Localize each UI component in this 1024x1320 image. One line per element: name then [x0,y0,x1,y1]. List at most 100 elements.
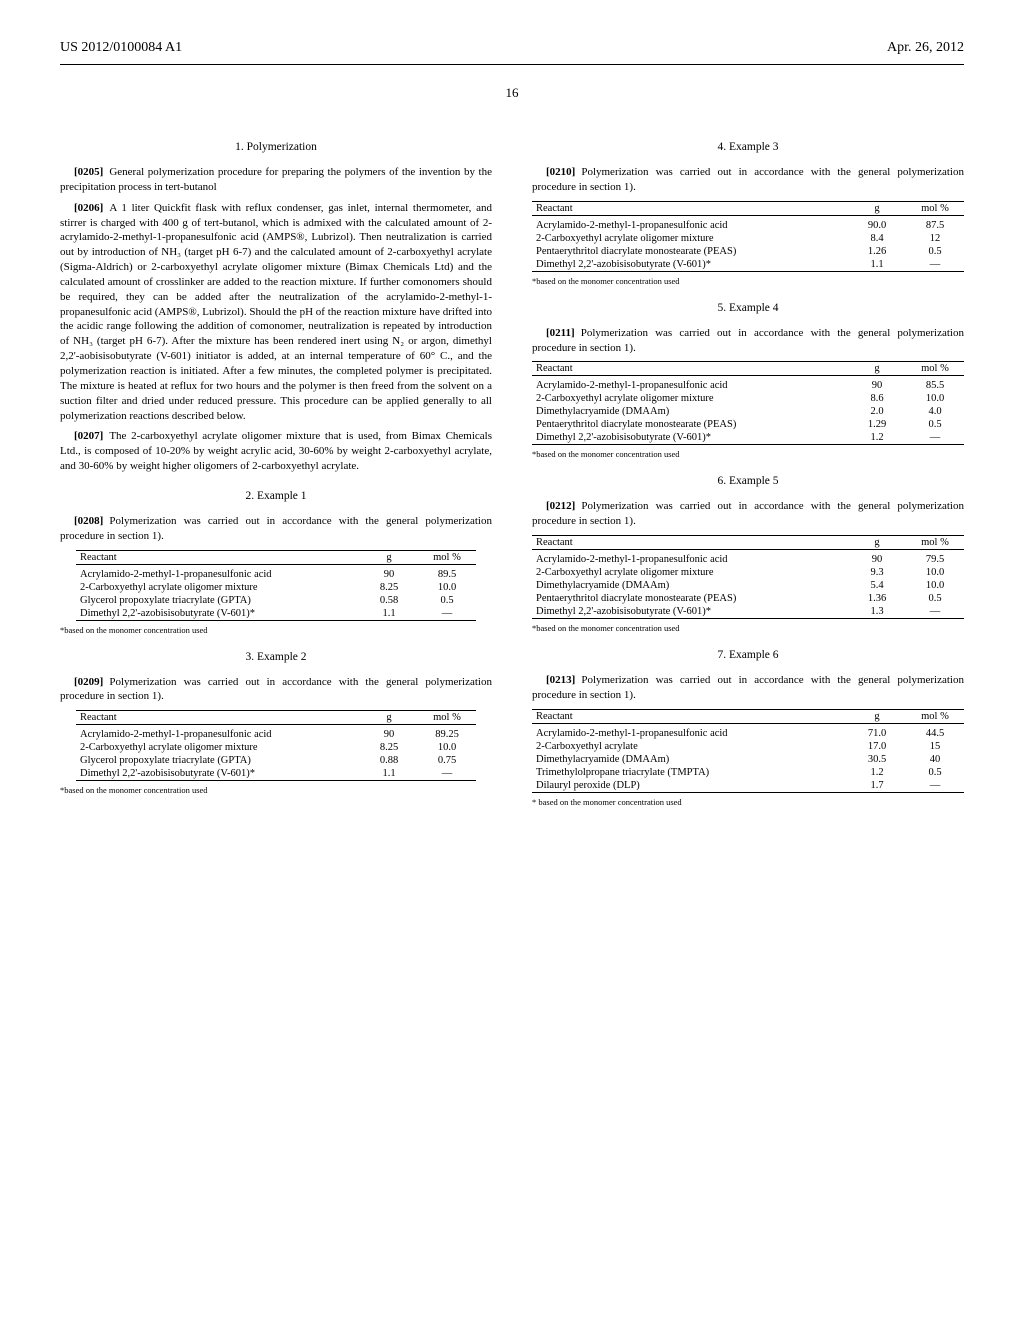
para-text: Polymerization was carried out in accord… [532,166,964,193]
para-label: [0208] [74,515,103,527]
table-example-3: Reactant g mol % Acrylamido-2-methyl-1-p… [532,201,964,272]
col-g: g [848,709,906,723]
table-footnote: *based on the monomer concentration used [532,449,964,459]
header-rule [60,64,964,65]
para-0206: [0206]A 1 liter Quickfit flask with refl… [60,201,492,424]
col-reactant: Reactant [532,709,848,723]
section-head-example-2: 3. Example 2 [60,651,492,663]
table-example-4: Reactant g mol % Acrylamido-2-methyl-1-p… [532,361,964,445]
section-head-polymerization: 1. Polymerization [60,141,492,153]
para-0205: [0205]General polymerization procedure f… [60,165,492,195]
table-row: 2-Carboxyethyl acrylate oligomer mixture… [76,741,476,754]
table-row: Pentaerythritol diacrylate monostearate … [532,592,964,605]
col-reactant: Reactant [532,536,848,550]
table-example-4-wrap: Reactant g mol % Acrylamido-2-methyl-1-p… [532,361,964,445]
table-row: Dimethyl 2,2'-azobisisobutyrate (V-601)*… [532,431,964,445]
para-text: General polymerization procedure for pre… [60,166,492,193]
patent-page: US 2012/0100084 A1 Apr. 26, 2012 16 1. P… [0,0,1024,1320]
para-label: [0205] [74,166,103,178]
table-row: Trimethylolpropane triacrylate (TMPTA)1.… [532,766,964,779]
col-mol: mol % [906,709,964,723]
patent-date: Apr. 26, 2012 [887,40,964,56]
col-mol: mol % [418,550,476,564]
para-label: [0206] [74,202,103,214]
table-row: Acrylamido-2-methyl-1-propanesulfonic ac… [532,723,964,740]
left-column: 1. Polymerization [0205]General polymeri… [60,125,492,817]
para-text: Polymerization was carried out in accord… [532,674,964,701]
col-g: g [848,536,906,550]
para-text: Polymerization was carried out in accord… [532,327,964,354]
table-row: Acrylamido-2-methyl-1-propanesulfonic ac… [532,376,964,393]
table-example-1-wrap: Reactant g mol % Acrylamido-2-methyl-1-p… [60,550,492,621]
para-text: A 1 liter Quickfit flask with reflux con… [60,202,492,422]
table-footnote: *based on the monomer concentration used [532,276,964,286]
section-head-example-4: 5. Example 4 [532,302,964,314]
table-example-2-wrap: Reactant g mol % Acrylamido-2-methyl-1-p… [60,710,492,781]
table-example-6-wrap: Reactant g mol % Acrylamido-2-methyl-1-p… [532,709,964,793]
table-row: 2-Carboxyethyl acrylate oligomer mixture… [532,232,964,245]
col-mol: mol % [418,711,476,725]
table-row: Dimethyl 2,2'-azobisisobutyrate (V-601)*… [532,605,964,619]
table-row: Acrylamido-2-methyl-1-propanesulfonic ac… [76,725,476,742]
table-row: Glycerol propoxylate triacrylate (GPTA)0… [76,754,476,767]
table-row: Dimethylacryamide (DMAAm)30.540 [532,753,964,766]
col-g: g [360,711,418,725]
para-label: [0207] [74,430,103,442]
table-row: 2-Carboxyethyl acrylate oligomer mixture… [532,566,964,579]
table-example-6: Reactant g mol % Acrylamido-2-methyl-1-p… [532,709,964,793]
table-row: 2-Carboxyethyl acrylate17.015 [532,740,964,753]
section-head-example-1: 2. Example 1 [60,490,492,502]
para-text: Polymerization was carried out in accord… [60,676,492,703]
para-0211: [0211]Polymerization was carried out in … [532,326,964,356]
col-reactant: Reactant [76,711,360,725]
section-head-example-6: 7. Example 6 [532,649,964,661]
table-row: Dimethylacryamide (DMAAm)5.410.0 [532,579,964,592]
page-number: 16 [60,85,964,101]
table-example-5-wrap: Reactant g mol % Acrylamido-2-methyl-1-p… [532,535,964,619]
table-row: Dimethyl 2,2'-azobisisobutyrate (V-601)*… [76,607,476,621]
col-g: g [848,201,906,215]
table-row: Dilauryl peroxide (DLP)1.7— [532,779,964,793]
para-label: [0209] [74,676,103,688]
para-text: The 2-carboxyethyl acrylate oligomer mix… [60,430,492,472]
table-footnote: *based on the monomer concentration used [60,785,492,795]
col-g: g [848,362,906,376]
table-footnote: *based on the monomer concentration used [60,625,492,635]
page-header: US 2012/0100084 A1 Apr. 26, 2012 [60,40,964,56]
table-example-2: Reactant g mol % Acrylamido-2-methyl-1-p… [76,710,476,781]
table-row: Pentaerythritol diacrylate monostearate … [532,245,964,258]
table-example-5: Reactant g mol % Acrylamido-2-methyl-1-p… [532,535,964,619]
table-row: 2-Carboxyethyl acrylate oligomer mixture… [76,581,476,594]
table-row: Pentaerythritol diacrylate monostearate … [532,418,964,431]
para-text: Polymerization was carried out in accord… [532,500,964,527]
section-head-example-5: 6. Example 5 [532,475,964,487]
col-mol: mol % [906,201,964,215]
para-0207: [0207]The 2-carboxyethyl acrylate oligom… [60,429,492,474]
table-example-3-wrap: Reactant g mol % Acrylamido-2-methyl-1-p… [532,201,964,272]
col-reactant: Reactant [532,201,848,215]
table-footnote: *based on the monomer concentration used [532,623,964,633]
table-row: Acrylamido-2-methyl-1-propanesulfonic ac… [76,564,476,581]
table-row: Dimethyl 2,2'-azobisisobutyrate (V-601)*… [532,258,964,272]
para-0208: [0208]Polymerization was carried out in … [60,514,492,544]
content-columns: 1. Polymerization [0205]General polymeri… [60,125,964,817]
para-0212: [0212]Polymerization was carried out in … [532,499,964,529]
table-row: Glycerol propoxylate triacrylate (GPTA)0… [76,594,476,607]
table-example-1: Reactant g mol % Acrylamido-2-methyl-1-p… [76,550,476,621]
col-reactant: Reactant [532,362,848,376]
para-0213: [0213]Polymerization was carried out in … [532,673,964,703]
table-row: Acrylamido-2-methyl-1-propanesulfonic ac… [532,550,964,567]
para-label: [0212] [546,500,575,512]
table-row: Dimethylacryamide (DMAAm)2.04.0 [532,405,964,418]
right-column: 4. Example 3 [0210]Polymerization was ca… [532,125,964,817]
para-label: [0210] [546,166,575,178]
section-head-example-3: 4. Example 3 [532,141,964,153]
table-row: 2-Carboxyethyl acrylate oligomer mixture… [532,392,964,405]
table-row: Dimethyl 2,2'-azobisisobutyrate (V-601)*… [76,767,476,781]
table-footnote: * based on the monomer concentration use… [532,797,964,807]
col-mol: mol % [906,536,964,550]
table-row: Acrylamido-2-methyl-1-propanesulfonic ac… [532,215,964,232]
para-0210: [0210]Polymerization was carried out in … [532,165,964,195]
para-label: [0213] [546,674,575,686]
para-label: [0211] [546,327,575,339]
